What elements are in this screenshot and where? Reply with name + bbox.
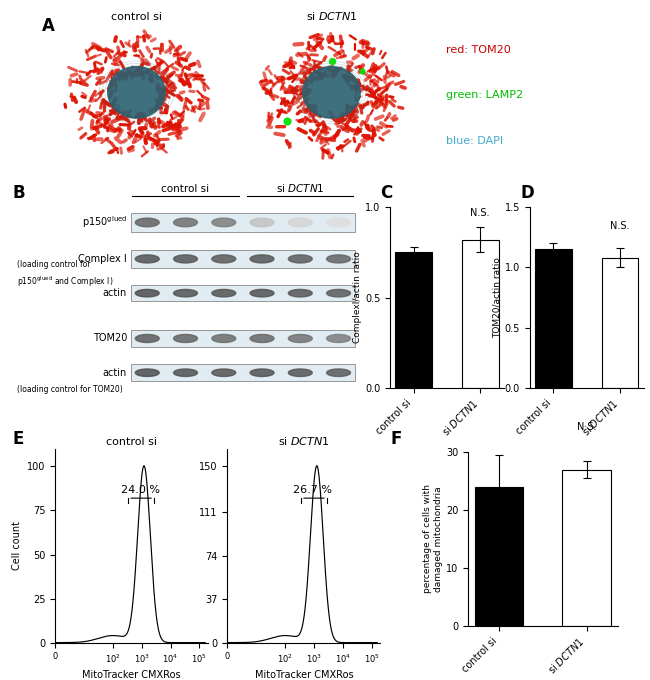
FancyBboxPatch shape	[131, 364, 355, 381]
Text: F: F	[390, 430, 402, 447]
Bar	[395, 252, 432, 388]
Text: si $DCTN1$: si $DCTN1$	[276, 182, 324, 194]
FancyBboxPatch shape	[131, 285, 355, 301]
Text: actin: actin	[103, 368, 127, 377]
Text: C: C	[380, 184, 393, 201]
Bar	[474, 487, 523, 626]
Title: si $DCTN1$: si $DCTN1$	[306, 10, 358, 22]
Y-axis label: Cell count: Cell count	[12, 521, 21, 571]
FancyBboxPatch shape	[131, 250, 355, 268]
Text: 26.7 %: 26.7 %	[294, 485, 333, 494]
Polygon shape	[212, 255, 236, 263]
Text: control si: control si	[161, 184, 209, 194]
Text: D: D	[520, 184, 534, 201]
Text: N.S.: N.S.	[471, 208, 490, 218]
Bar	[535, 250, 571, 388]
Polygon shape	[135, 255, 159, 263]
Bar	[602, 258, 638, 388]
Polygon shape	[326, 369, 350, 377]
Polygon shape	[250, 335, 274, 343]
Polygon shape	[135, 369, 159, 377]
Text: (loading control for TOM20): (loading control for TOM20)	[16, 385, 122, 394]
X-axis label: MitoTracker CMXRos: MitoTracker CMXRos	[83, 670, 181, 680]
Text: Complex I: Complex I	[79, 254, 127, 264]
Polygon shape	[174, 335, 198, 343]
Polygon shape	[303, 67, 360, 118]
Text: blue: DAPI: blue: DAPI	[446, 136, 502, 146]
Text: N.S.: N.S.	[610, 222, 630, 231]
Polygon shape	[174, 290, 198, 297]
Polygon shape	[326, 218, 350, 226]
Polygon shape	[212, 369, 236, 377]
Polygon shape	[212, 290, 236, 297]
Polygon shape	[212, 335, 236, 343]
Polygon shape	[326, 255, 350, 263]
Polygon shape	[174, 255, 198, 263]
Y-axis label: ComplexI/actin ratio: ComplexI/actin ratio	[353, 252, 362, 343]
Text: (loading control for
p150$^{\mathregular{glued}}$ and Complex I): (loading control for p150$^{\mathregular…	[16, 260, 113, 289]
Text: red: TOM20: red: TOM20	[446, 44, 510, 54]
Bar	[462, 240, 499, 388]
Text: green: LAMP2: green: LAMP2	[446, 90, 523, 100]
Bar	[562, 469, 611, 626]
Polygon shape	[135, 335, 159, 343]
Polygon shape	[212, 218, 236, 226]
Title: control si: control si	[111, 12, 162, 22]
Polygon shape	[326, 290, 350, 297]
FancyBboxPatch shape	[131, 213, 355, 232]
Polygon shape	[289, 369, 312, 377]
Polygon shape	[250, 290, 274, 297]
Polygon shape	[250, 255, 274, 263]
Polygon shape	[289, 335, 312, 343]
Polygon shape	[289, 218, 312, 226]
Polygon shape	[326, 335, 350, 343]
Text: TOM20: TOM20	[93, 333, 127, 343]
Polygon shape	[174, 369, 198, 377]
Y-axis label: percentage of cells with
damaged mitochondria: percentage of cells with damaged mitocho…	[423, 484, 443, 594]
Text: actin: actin	[103, 288, 127, 298]
Text: 24.0 %: 24.0 %	[121, 485, 160, 494]
Polygon shape	[289, 255, 312, 263]
X-axis label: MitoTracker CMXRos: MitoTracker CMXRos	[255, 670, 353, 680]
Text: E: E	[13, 430, 25, 447]
Polygon shape	[289, 290, 312, 297]
Polygon shape	[250, 218, 274, 226]
Text: B: B	[13, 184, 25, 201]
Title: control si: control si	[106, 437, 157, 447]
FancyBboxPatch shape	[131, 330, 355, 347]
Polygon shape	[135, 218, 159, 226]
Title: si $DCTN1$: si $DCTN1$	[278, 435, 330, 447]
Text: N.S.: N.S.	[577, 422, 596, 432]
Y-axis label: TOM20/actin ratio: TOM20/actin ratio	[493, 257, 502, 338]
Polygon shape	[250, 369, 274, 377]
Polygon shape	[135, 290, 159, 297]
Text: A: A	[42, 17, 55, 35]
Polygon shape	[174, 218, 198, 226]
Polygon shape	[108, 67, 165, 118]
Text: p150$^{\mathregular{glued}}$: p150$^{\mathregular{glued}}$	[82, 215, 127, 231]
